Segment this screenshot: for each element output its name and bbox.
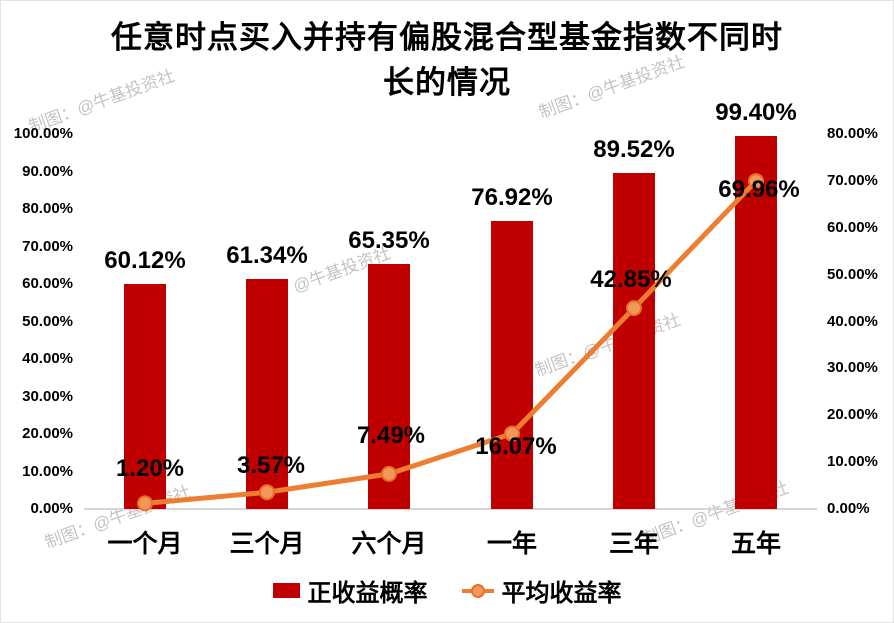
line-value-label: 1.20% (115, 455, 185, 483)
category-label-三个月: 三个月 (229, 530, 305, 558)
bar-value-label: 61.34% (226, 241, 308, 269)
right-axis-tick: 60.00% (827, 218, 878, 236)
bar-value-label: 89.52% (593, 136, 675, 164)
left-axis-tick: 10.00% (22, 462, 73, 480)
line-value-label: 7.49% (356, 421, 426, 449)
left-axis-tick: 100.00% (13, 125, 73, 142)
chart-title: 任意时点买入并持有偏股混合型基金指数不同时 长的情况 (1, 15, 893, 105)
chart-legend: 正收益概率 平均收益率 (1, 573, 893, 608)
bar-三年 (613, 173, 655, 509)
bar-一年 (491, 220, 533, 509)
right-axis-tick: 50.00% (827, 265, 878, 283)
left-axis-tick: 60.00% (22, 275, 73, 292)
bar-series-swatch-icon (272, 583, 300, 598)
right-axis-tick: 40.00% (827, 312, 878, 330)
legend-label-line-series: 平均收益率 (501, 580, 622, 607)
category-label-一年: 一年 (486, 530, 537, 558)
legend-item-line-series: 平均收益率 (461, 573, 622, 608)
line-value-label: 69.96% (718, 176, 800, 204)
line-series-marker-icon (461, 583, 494, 599)
left-axis-tick: 50.00% (22, 312, 73, 330)
category-label-六个月: 六个月 (351, 530, 427, 558)
legend-item-bar-series: 正收益概率 (272, 573, 428, 608)
right-axis-tick: 80.00% (827, 125, 878, 142)
left-axis-tick: 80.00% (22, 200, 73, 217)
line-value-label: 16.07% (475, 432, 557, 460)
left-axis-tick: 30.00% (22, 387, 73, 405)
bar-value-label: 60.12% (104, 246, 186, 274)
left-axis-tick: 0.00% (30, 500, 73, 517)
line-value-label: 42.85% (590, 266, 672, 294)
x-axis-line (84, 508, 817, 510)
left-axis-tick: 70.00% (22, 237, 73, 255)
left-axis-tick: 20.00% (22, 425, 73, 442)
right-axis-tick: 70.00% (827, 171, 878, 189)
legend-label-bar-series: 正收益概率 (307, 580, 428, 607)
chart-title-line1: 任意时点买入并持有偏股混合型基金指数不同时 (111, 20, 783, 55)
right-axis-tick: 20.00% (827, 406, 878, 424)
watermark-mid-center: 制图：@牛基投资社 (532, 310, 683, 381)
category-label-三年: 三年 (608, 530, 659, 558)
right-axis-tick: 30.00% (827, 359, 878, 377)
right-axis-tick: 0.00% (827, 500, 870, 517)
left-axis-tick: 90.00% (22, 162, 73, 180)
bar-六个月 (368, 263, 410, 509)
right-axis-tick: 10.00% (827, 453, 878, 471)
left-axis-tick: 40.00% (22, 350, 73, 367)
bar-value-label: 99.40% (715, 99, 797, 127)
chart-title-line2: 长的情况 (383, 65, 511, 100)
category-label-五年: 五年 (730, 530, 781, 558)
bar-value-label: 65.35% (348, 226, 430, 254)
bar-value-label: 76.92% (471, 183, 553, 211)
line-value-label: 3.57% (236, 452, 306, 480)
category-label-一个月: 一个月 (107, 530, 183, 558)
